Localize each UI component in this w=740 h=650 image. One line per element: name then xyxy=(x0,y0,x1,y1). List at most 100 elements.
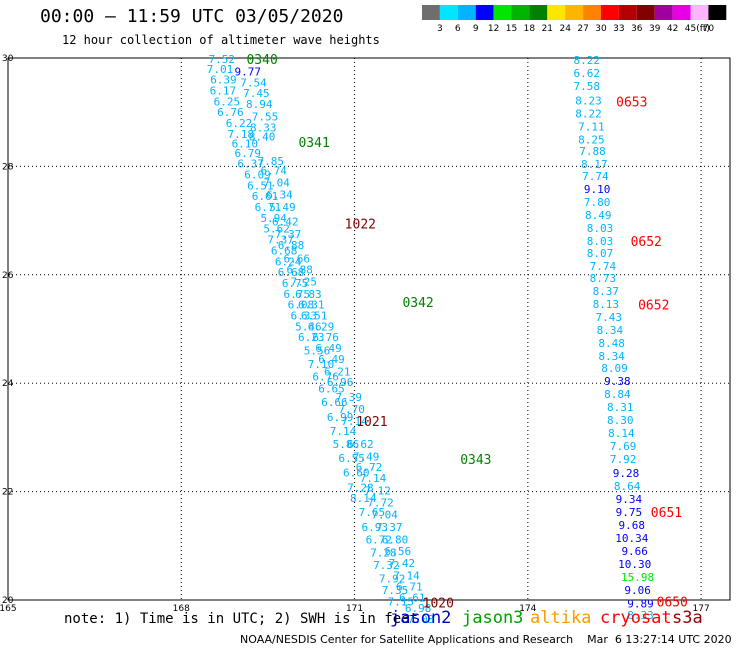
legend-swatch xyxy=(690,5,709,20)
wave-height-value: 7.03 xyxy=(408,613,435,626)
wave-height-value: 9.66 xyxy=(621,545,648,558)
wave-height-value: 6.61 xyxy=(399,591,426,604)
legend-swatch xyxy=(708,5,727,20)
legend-swatch xyxy=(511,5,530,20)
legend-tick-label: 9 xyxy=(473,24,479,34)
wave-height-value: 7.04 xyxy=(263,177,290,190)
legend-tick-label: 45 xyxy=(685,24,696,34)
wave-height-value: 6.71 xyxy=(396,580,423,593)
pass-time-label: 0652 xyxy=(631,235,662,250)
wave-height-value: 8.22 xyxy=(574,54,601,67)
wave-height-value: 8.03 xyxy=(587,235,614,248)
axis-tick-labels: 165 168 171 174 177 30 28 26 24 22 20 xyxy=(0,54,710,614)
legend-swatch xyxy=(618,5,637,20)
legend-tick-label: 42 xyxy=(667,24,678,34)
pass-time-label: 1021 xyxy=(356,415,387,430)
wave-height-value: 7.88 xyxy=(579,145,606,158)
pass-time-label: 0652 xyxy=(638,299,669,314)
wave-height-value: 9.68 xyxy=(619,519,646,532)
wave-height-value: 6.75 xyxy=(284,288,311,301)
wave-height-value: 7.54 xyxy=(240,76,267,89)
legend-tick-label: 15 xyxy=(506,24,517,34)
wave-height-value: 5.46 xyxy=(295,320,322,333)
sat-jason2: jason2 xyxy=(390,608,452,628)
wave-height-value: 8.17 xyxy=(581,158,608,171)
wave-height-value: 7.74 xyxy=(590,260,617,273)
color-legend: 3 6 9 12 15 18 21 24 27 30 33 36 39 42 45 70(ft) xyxy=(422,5,727,34)
wave-height-value: 6.68 xyxy=(271,244,298,257)
wave-height-value: 6.49 xyxy=(315,342,342,355)
lon-tick-label: 171 xyxy=(346,604,363,614)
wave-height-value: 7.01 xyxy=(207,63,234,76)
wave-height-value: 6.61 xyxy=(252,190,279,203)
wave-height-value: 6.56 xyxy=(385,545,412,558)
wave-height-value: 8.33 xyxy=(250,121,277,134)
wave-height-value: 7.42 xyxy=(389,557,416,570)
legend-swatch xyxy=(565,5,584,20)
wave-height-value: 6.08 xyxy=(288,299,315,312)
wave-height-value: 7.14 xyxy=(330,425,357,438)
pass-time-label: 0341 xyxy=(298,136,329,151)
plot-frame xyxy=(7,57,731,601)
lat-tick-label: 20 xyxy=(2,596,14,606)
wave-height-value: 8.34 xyxy=(597,324,624,337)
wave-height-value: 6.71 xyxy=(255,201,282,214)
wave-height-value: 7.04 xyxy=(371,508,398,521)
pass-time-label: 0340 xyxy=(246,53,277,68)
wave-height-value: 7.39 xyxy=(336,391,363,404)
wave-height-value: 6.51 xyxy=(301,309,328,322)
wave-height-value: 7.80 xyxy=(584,196,611,209)
lat-tick-label: 28 xyxy=(2,162,14,172)
wave-height-value: 8.73 xyxy=(590,272,617,285)
wave-height-value: 6.25 xyxy=(214,95,241,108)
wave-height-value: 7.12 xyxy=(364,485,391,498)
wave-height-value: 8.37 xyxy=(593,285,620,298)
wave-height-value: 6.42 xyxy=(272,216,299,229)
wave-height-value: 5.62 xyxy=(263,223,290,236)
pass-time-label: 0653 xyxy=(616,95,647,110)
pass-time-label: 1020 xyxy=(423,597,454,612)
wave-height-value: 6.99 xyxy=(327,411,354,424)
wave-height-value: 7.37 xyxy=(275,228,302,241)
legend-tick-label: 24 xyxy=(559,24,571,34)
wave-height-value: 8.84 xyxy=(604,388,631,401)
lat-tick-label: 22 xyxy=(2,488,13,498)
wave-height-value: 9.10 xyxy=(584,183,611,196)
wave-height-value: 6.83 xyxy=(295,288,322,301)
sat-cryosat: cryosat xyxy=(600,608,672,628)
wave-height-value: 6.65 xyxy=(318,383,345,396)
legend-tick-label: 27 xyxy=(577,24,588,34)
wave-height-value: 7.37 xyxy=(267,234,294,247)
wave-height-value: 6.33 xyxy=(290,309,317,322)
wave-height-value: 8.03 xyxy=(587,222,614,235)
wave-height-value: 9.77 xyxy=(234,66,261,79)
footer-note: note: 1) Time is in UTC; 2) SWH is in fe… xyxy=(64,611,419,627)
wave-height-value: 6.68 xyxy=(278,266,305,279)
wave-height-value: 8.14 xyxy=(350,492,377,505)
page-subtitle: 12 hour collection of altimeter wave hei… xyxy=(62,33,380,47)
wave-height-value: 6.39 xyxy=(210,74,237,87)
wave-height-value: 8.49 xyxy=(585,209,612,222)
wave-height-value: 6.98 xyxy=(405,602,432,615)
wave-height-value: 8.13 xyxy=(593,298,620,311)
wave-height-value: 7.49 xyxy=(353,450,380,463)
wave-height-value: 10.30 xyxy=(618,558,651,571)
pass-labels: 0340 0341 1022 0342 1021 0343 1020 0653 0652 0652… xyxy=(246,53,687,612)
wave-height-value: 8.34 xyxy=(598,350,625,363)
wave-height-value: 6.62 xyxy=(347,438,374,451)
wave-height-value: 6.51 xyxy=(247,179,274,192)
legend-tick-label: 3 xyxy=(437,24,443,34)
sat-s3a: s3a xyxy=(672,608,703,628)
wave-height-value: 8.14 xyxy=(608,427,635,440)
wave-height-value: 7.65 xyxy=(359,506,386,519)
lon-tick-label: 165 xyxy=(0,604,17,614)
pass-time-label: 1022 xyxy=(345,217,376,232)
wave-height-value: 15.98 xyxy=(621,571,654,584)
legend-swatch xyxy=(529,5,548,20)
sat-altika: altika xyxy=(530,608,592,628)
wave-height-value: 9.89 xyxy=(627,597,654,610)
wave-height-value: 6.88 xyxy=(286,263,313,276)
wave-height-value: 6.93 xyxy=(362,521,389,534)
legend-tick-label: 12 xyxy=(488,24,499,34)
